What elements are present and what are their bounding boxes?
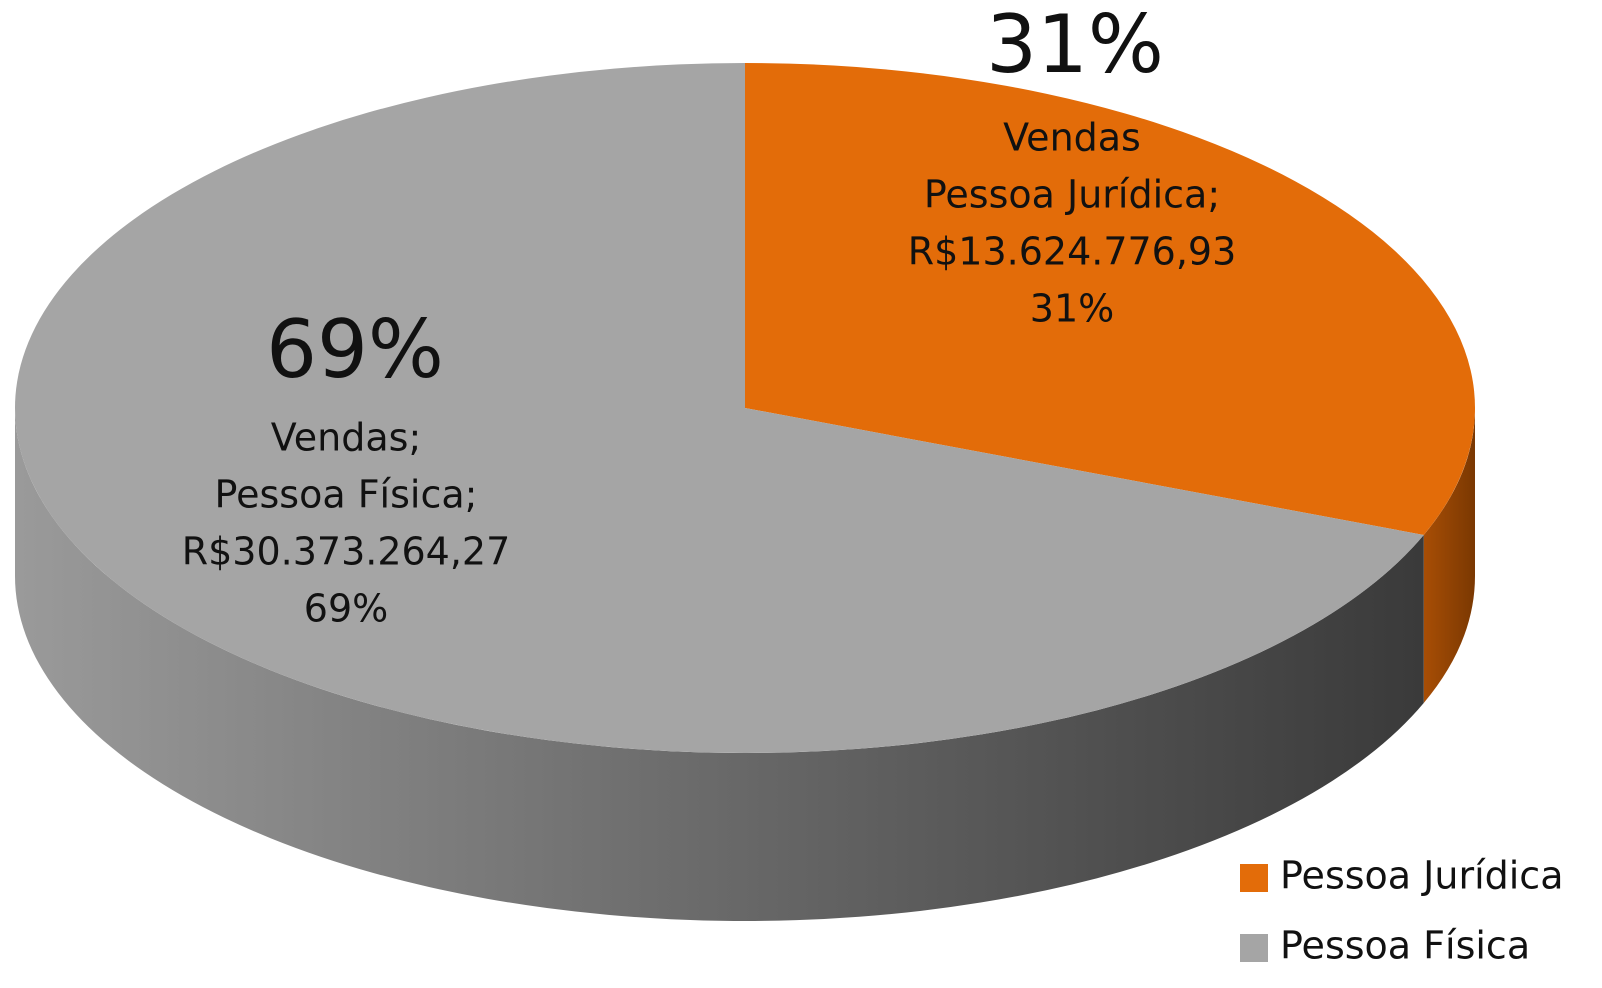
data-label: R$13.624.776,93 bbox=[908, 230, 1237, 274]
data-label: 69% bbox=[304, 587, 388, 631]
data-label: 31% bbox=[1030, 287, 1114, 331]
data-label: Vendas bbox=[1003, 116, 1141, 160]
pie-slice bbox=[745, 63, 1476, 536]
pie-side bbox=[1423, 408, 1475, 704]
percent-label: 31% bbox=[986, 0, 1164, 91]
data-label: R$30.373.264,27 bbox=[182, 530, 511, 574]
legend-swatch bbox=[1240, 934, 1268, 962]
legend-label: Pessoa Jurídica bbox=[1280, 854, 1563, 898]
legend-swatch bbox=[1240, 864, 1268, 892]
legend-label: Pessoa Física bbox=[1280, 924, 1530, 968]
pie-slice bbox=[14, 63, 1424, 753]
data-label: Pessoa Física; bbox=[215, 473, 478, 517]
percent-label: 69% bbox=[266, 303, 444, 396]
pie-side bbox=[15, 408, 1424, 922]
data-label: Vendas; bbox=[271, 416, 422, 460]
data-label: Pessoa Jurídica; bbox=[924, 173, 1220, 217]
